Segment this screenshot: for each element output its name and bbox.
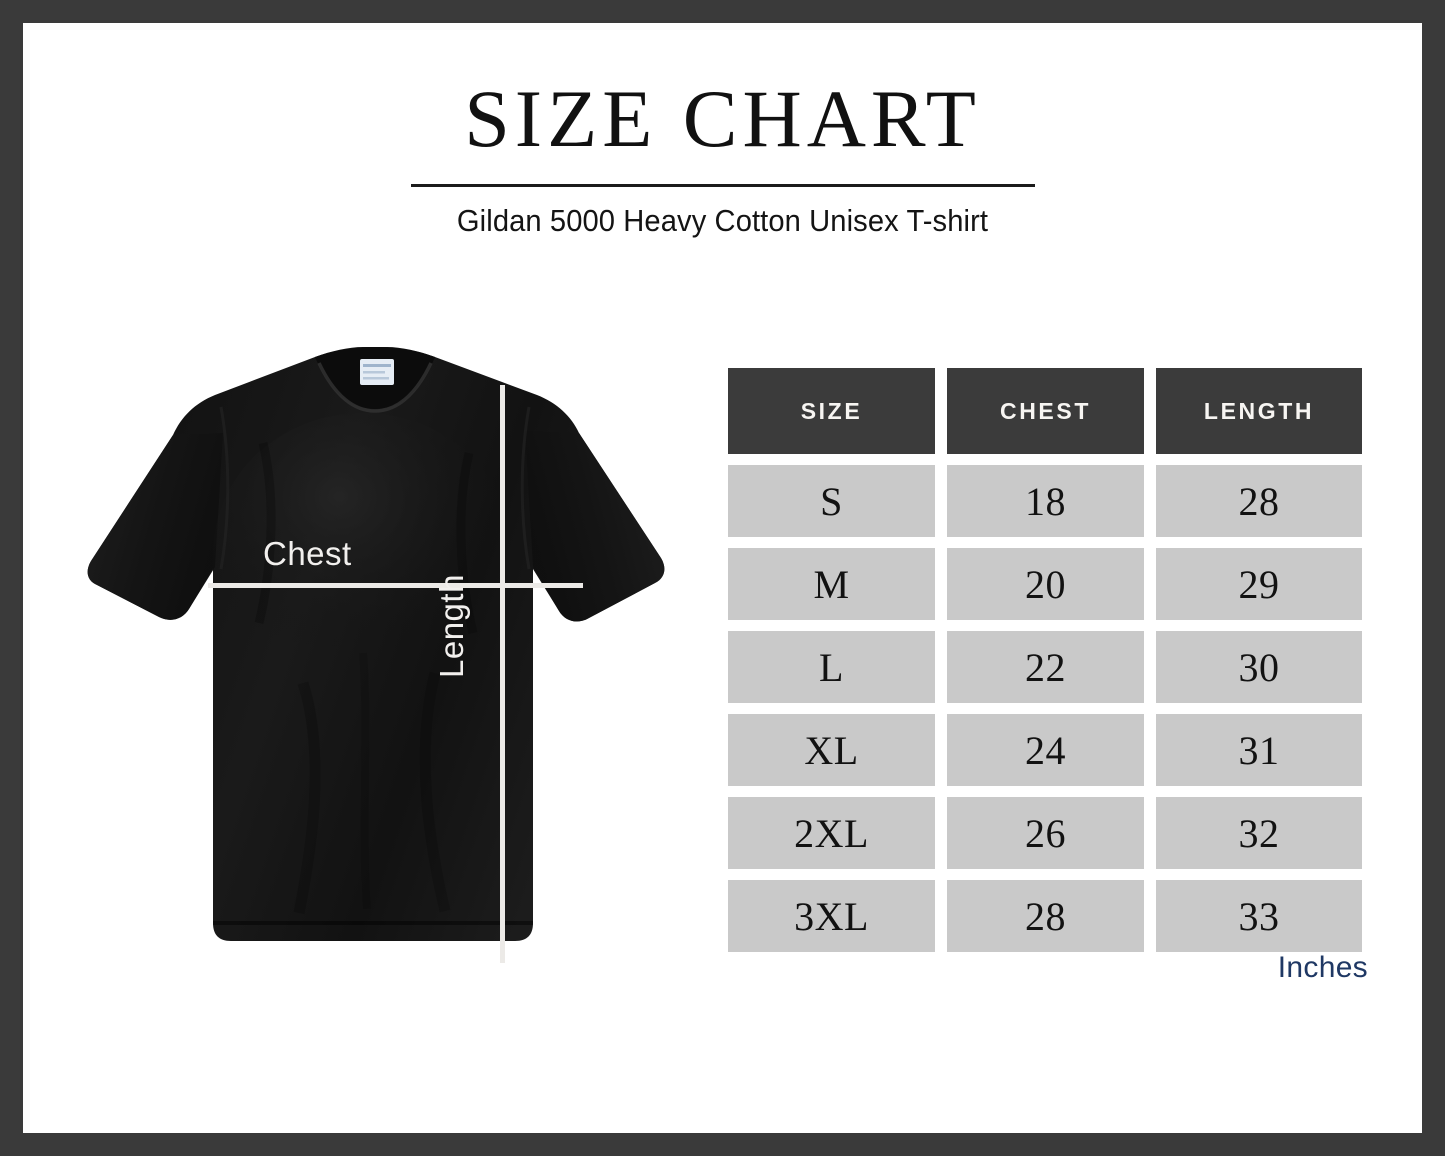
cell-length: 30 [1156,631,1362,703]
table-header-row: SIZE CHEST LENGTH [728,368,1368,454]
table-row: 3XL 28 33 [728,880,1368,952]
cell-chest: 26 [947,797,1144,869]
cell-size: 3XL [728,880,935,952]
page-title: SIZE CHART [464,73,981,164]
cell-length: 28 [1156,465,1362,537]
cell-chest: 18 [947,465,1144,537]
chest-measurement-label: Chest [263,535,352,572]
column-header-chest: CHEST [947,368,1144,454]
cell-chest: 22 [947,631,1144,703]
cell-length: 29 [1156,548,1362,620]
table-row: S 18 28 [728,465,1368,537]
cell-size: S [728,465,935,537]
chest-measurement-line [208,583,583,588]
cell-chest: 20 [947,548,1144,620]
cell-size: L [728,631,935,703]
table-row: M 20 29 [728,548,1368,620]
length-measurement-label: Length [433,574,470,678]
tshirt-icon [87,347,665,941]
cell-size: XL [728,714,935,786]
column-header-length: LENGTH [1156,368,1362,454]
cell-length: 31 [1156,714,1362,786]
table-row: L 22 30 [728,631,1368,703]
size-table: SIZE CHEST LENGTH S 18 28 M 20 29 L 22 3… [728,368,1368,963]
cell-chest: 24 [947,714,1144,786]
cell-chest: 28 [947,880,1144,952]
header: SIZE CHART Gildan 5000 Heavy Cotton Unis… [23,78,1422,239]
title-underline-divider [410,184,1035,187]
white-canvas: SIZE CHART Gildan 5000 Heavy Cotton Unis… [23,23,1422,1133]
page-subtitle: Gildan 5000 Heavy Cotton Unisex T-shirt [456,203,989,238]
table-row: 2XL 26 32 [728,797,1368,869]
tshirt-illustration: Chest Length [63,323,743,963]
column-header-size: SIZE [728,368,935,454]
table-row: XL 24 31 [728,714,1368,786]
cell-length: 33 [1156,880,1362,952]
length-measurement-line [500,385,505,963]
cell-size: 2XL [728,797,935,869]
cell-size: M [728,548,935,620]
units-label: Inches [1277,951,1368,984]
cell-length: 32 [1156,797,1362,869]
